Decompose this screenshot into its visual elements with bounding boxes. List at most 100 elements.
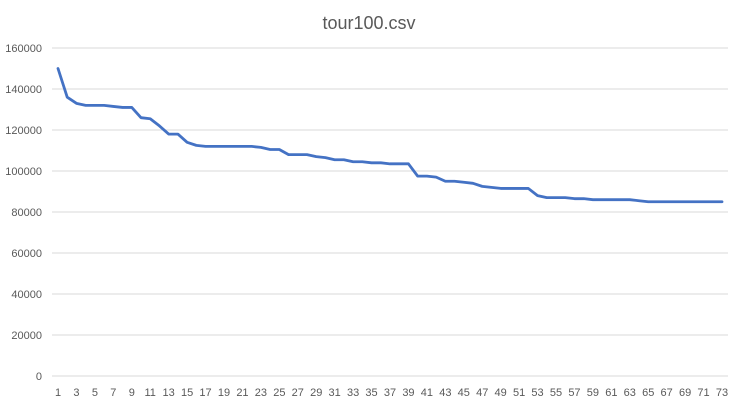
x-tick-label-65: 65 [642, 387, 654, 399]
data-point-29 [315, 156, 317, 158]
y-axis-tick-labels: 0 20000 40000 60000 80000 100000 120000 140000 1… [5, 43, 42, 383]
x-tick-label-9: 9 [129, 387, 135, 399]
x-tick-label-29: 29 [310, 387, 322, 399]
data-point-49 [500, 187, 502, 189]
data-point-20 [232, 145, 234, 147]
data-point-23 [260, 146, 262, 148]
data-point-38 [398, 163, 400, 165]
data-point-55 [555, 197, 557, 199]
x-tick-label-61: 61 [605, 387, 617, 399]
x-tick-label-47: 47 [476, 387, 488, 399]
data-point-35 [371, 162, 373, 164]
gridlines [52, 47, 728, 377]
data-point-64 [638, 200, 640, 202]
data-point-39 [407, 163, 409, 165]
data-point-66 [656, 201, 658, 203]
x-tick-label-1: 1 [55, 387, 61, 399]
data-point-19 [223, 145, 225, 147]
x-tick-label-45: 45 [458, 387, 470, 399]
data-point-48 [490, 186, 492, 188]
data-point-10 [140, 117, 142, 119]
data-point-12 [158, 125, 160, 127]
data-point-45 [463, 181, 465, 183]
data-point-53 [537, 195, 539, 197]
data-point-65 [647, 201, 649, 203]
data-point-22 [251, 145, 253, 147]
x-tick-label-41: 41 [421, 387, 433, 399]
data-point-43 [444, 180, 446, 182]
data-point-61 [610, 199, 612, 201]
data-point-1 [57, 68, 59, 70]
data-point-62 [620, 199, 622, 201]
x-tick-label-39: 39 [402, 387, 414, 399]
x-tick-label-17: 17 [199, 387, 211, 399]
data-point-31 [334, 159, 336, 161]
data-point-58 [583, 198, 585, 200]
series-layer [56, 67, 724, 204]
data-point-34 [361, 161, 363, 163]
x-tick-label-73: 73 [716, 387, 728, 399]
x-axis-tick-labels: 1 3 5 7 9 11 13 15 17 19 21 23 25 27 29 31 33 35 37 39 41 43 4… [55, 387, 728, 399]
data-point-15 [186, 141, 188, 143]
x-tick-label-55: 55 [550, 387, 562, 399]
x-tick-label-5: 5 [92, 387, 98, 399]
y-tick-label-100000: 100000 [5, 166, 42, 178]
data-point-37 [389, 163, 391, 165]
y-tick-label-60000: 60000 [11, 248, 42, 260]
data-point-2 [66, 96, 68, 98]
data-point-3 [75, 102, 77, 104]
data-point-21 [241, 145, 243, 147]
data-point-54 [546, 197, 548, 199]
x-tick-label-15: 15 [181, 387, 193, 399]
data-point-9 [131, 106, 133, 108]
data-point-28 [306, 154, 308, 156]
data-point-70 [693, 201, 695, 203]
x-tick-label-27: 27 [292, 387, 304, 399]
data-point-32 [343, 159, 345, 161]
x-tick-label-59: 59 [587, 387, 599, 399]
data-point-30 [324, 157, 326, 159]
data-point-57 [573, 198, 575, 200]
data-point-68 [675, 201, 677, 203]
x-tick-label-33: 33 [347, 387, 359, 399]
data-point-13 [168, 133, 170, 135]
data-point-40 [417, 175, 419, 177]
data-point-36 [380, 162, 382, 164]
y-tick-label-40000: 40000 [11, 289, 42, 301]
data-point-8 [122, 106, 124, 108]
data-point-41 [426, 175, 428, 177]
y-tick-label-120000: 120000 [5, 125, 42, 137]
data-point-69 [684, 201, 686, 203]
data-point-44 [454, 180, 456, 182]
data-point-72 [712, 201, 714, 203]
y-tick-label-20000: 20000 [11, 330, 42, 342]
x-tick-label-51: 51 [513, 387, 525, 399]
data-point-7 [112, 105, 114, 107]
data-point-59 [592, 199, 594, 201]
series-line-0 [56, 67, 724, 204]
x-tick-label-69: 69 [679, 387, 691, 399]
x-tick-label-49: 49 [495, 387, 507, 399]
data-point-14 [177, 133, 179, 135]
data-point-56 [564, 197, 566, 199]
data-point-50 [509, 187, 511, 189]
x-tick-label-43: 43 [439, 387, 451, 399]
data-point-25 [278, 148, 280, 150]
data-point-33 [352, 161, 354, 163]
chart-title: tour100.csv [322, 13, 415, 33]
x-tick-label-11: 11 [145, 387, 156, 399]
data-point-67 [666, 201, 668, 203]
x-tick-label-13: 13 [163, 387, 175, 399]
data-point-6 [103, 104, 105, 106]
data-point-24 [269, 148, 271, 150]
y-tick-label-80000: 80000 [11, 207, 42, 219]
x-tick-label-63: 63 [624, 387, 636, 399]
x-tick-label-67: 67 [661, 387, 673, 399]
data-point-71 [703, 201, 705, 203]
x-tick-label-71: 71 [697, 387, 709, 399]
x-tick-label-7: 7 [110, 387, 116, 399]
data-point-73 [721, 201, 723, 203]
data-point-60 [601, 199, 603, 201]
data-point-4 [85, 104, 87, 106]
